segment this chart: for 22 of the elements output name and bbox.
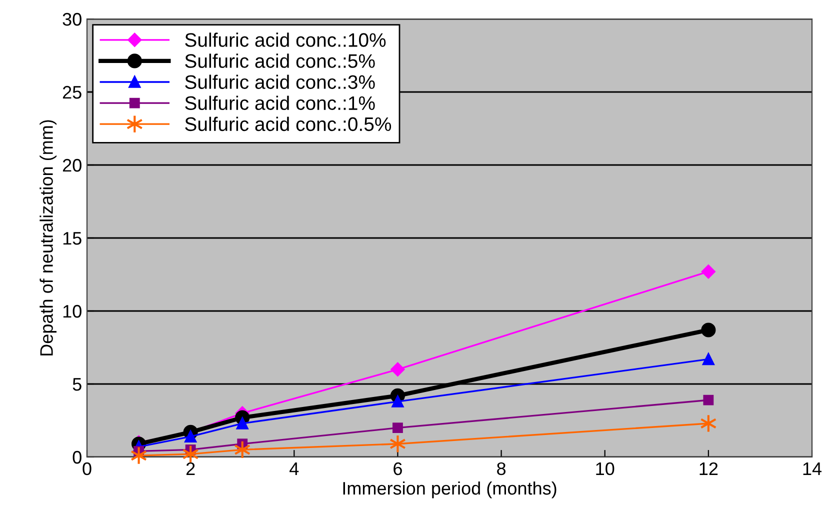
y-tick-label: 20 [62,158,82,172]
legend-label: Sulfuric acid conc.:5% [185,54,375,68]
y-tick-label: 25 [62,86,82,99]
legend-label: Sulfuric acid conc.:3% [185,74,375,89]
x-tick-label: 0 [82,462,92,476]
y-tick-label: 5 [72,378,82,391]
y-tick-label: 15 [63,232,82,245]
y-tick-label: 10 [63,304,82,318]
legend-label: Sulfuric acid conc.:1% [185,96,375,110]
x-tick-label: 14 [803,462,822,475]
y-tick-label: 0 [72,450,82,464]
x-tick-label: 12 [700,462,718,475]
y-axis-title: Depath of neutralization (mm) [40,120,56,356]
x-tick-label: 10 [596,462,614,476]
x-tick-label: 4 [290,462,299,475]
x-tick-label: 2 [186,462,195,475]
legend-label: Sulfuric acid conc.:10% [185,32,386,47]
x-axis-title: Immersion period (months) [343,481,556,498]
legend-label: Sulfuric acid conc.:0.5% [185,116,392,132]
x-tick-label: 6 [394,462,402,476]
x-tick-label: 8 [497,462,506,476]
y-tick-label: 30 [62,12,82,26]
